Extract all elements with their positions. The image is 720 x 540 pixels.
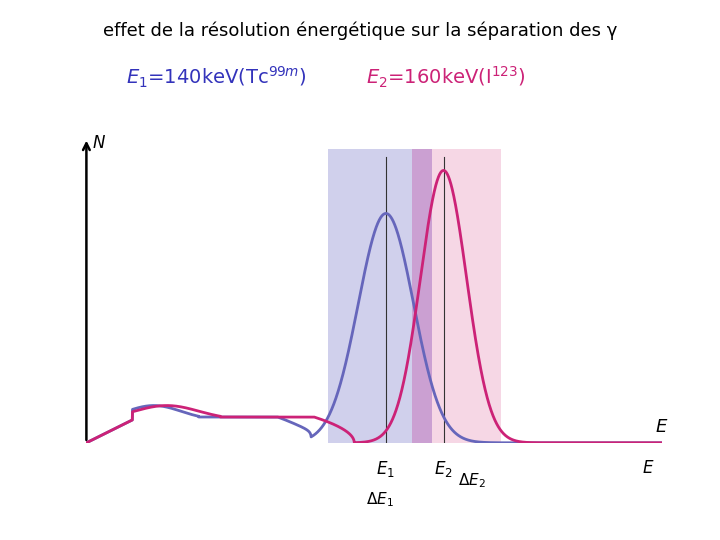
Bar: [328, 148, 432, 443]
Text: effet de la résolution énergétique sur la séparation des γ: effet de la résolution énergétique sur l…: [103, 22, 617, 40]
Text: ⏭: ⏭: [614, 507, 622, 519]
Text: ⏮: ⏮: [573, 507, 581, 519]
Text: $E_2$: $E_2$: [434, 459, 453, 479]
Text: $E_1$: $E_1$: [377, 459, 395, 479]
Text: $E$: $E$: [654, 418, 668, 436]
Bar: [412, 148, 501, 443]
Text: $\Delta E_2$: $\Delta E_2$: [459, 471, 486, 490]
Text: $N$: $N$: [92, 134, 106, 152]
Text: ▶: ▶: [653, 507, 662, 519]
Text: ◀: ◀: [533, 507, 542, 519]
Text: $E$: $E$: [642, 459, 654, 477]
Bar: [412, 148, 432, 443]
Text: $\mathit{E_1}$=140keV(Tc$^{99m}$): $\mathit{E_1}$=140keV(Tc$^{99m}$): [126, 65, 306, 90]
Text: $\Delta E_1$: $\Delta E_1$: [366, 490, 394, 509]
Text: $\mathit{E_2}$=160keV(I$^{123}$): $\mathit{E_2}$=160keV(I$^{123}$): [366, 65, 526, 90]
